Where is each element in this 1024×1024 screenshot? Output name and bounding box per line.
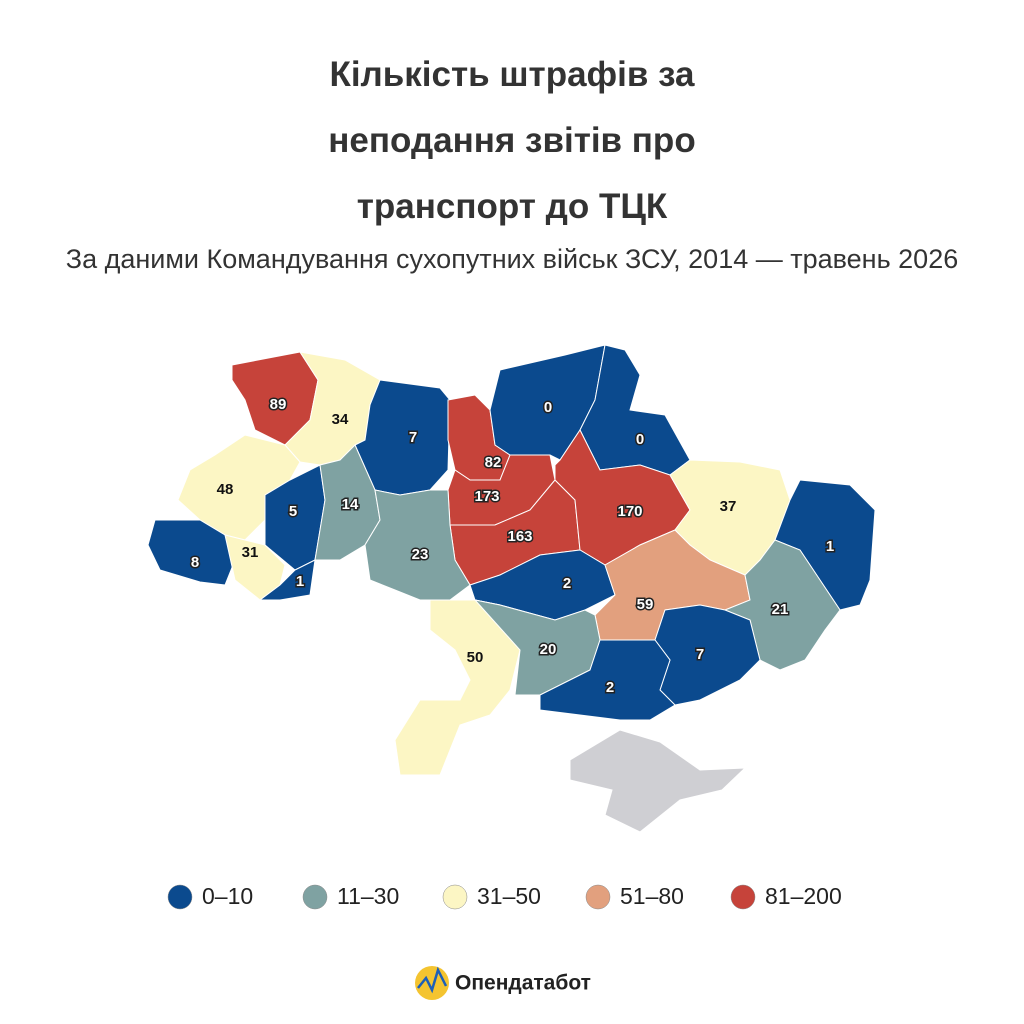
region	[654, 604, 761, 706]
region-value: 2	[606, 679, 614, 696]
legend-swatch	[730, 884, 756, 910]
subtitle: За даними Командування сухопутних військ…	[65, 244, 959, 274]
region-value: 5	[289, 503, 297, 520]
legend-label: 11–30	[337, 883, 399, 909]
region-value: 48	[217, 481, 234, 498]
region-value: 82	[485, 454, 502, 471]
region-value: 1	[826, 538, 834, 555]
region-value: 170	[617, 503, 642, 520]
region-value: 37	[720, 498, 737, 515]
legend-label: 0–10	[202, 883, 253, 909]
region-value: 34	[332, 411, 349, 428]
region-value: 1	[296, 573, 304, 590]
region-value: 89	[270, 396, 287, 413]
legend-swatch	[302, 884, 328, 910]
legend-label: 51–80	[620, 883, 684, 909]
brand: Опендатабот	[455, 972, 591, 995]
region-value: 173	[474, 488, 499, 505]
region-value: 21	[772, 601, 789, 618]
region-value: 20	[540, 641, 557, 658]
region-value: 59	[637, 596, 654, 613]
region-value: 8	[191, 554, 199, 571]
region	[258, 559, 316, 601]
region	[539, 639, 676, 721]
legend-label: 81–200	[765, 883, 842, 909]
region-value: 14	[342, 496, 359, 513]
legend-swatch	[585, 884, 611, 910]
region-value: 0	[544, 399, 552, 416]
region-value: 0	[636, 431, 644, 448]
legend-label: 31–50	[477, 883, 541, 909]
brand-logo-line	[417, 966, 448, 994]
crimea	[569, 729, 747, 833]
title: Кількість штрафів за неподання звітів пр…	[328, 55, 696, 226]
region-value: 163	[507, 528, 532, 545]
legend-swatch	[442, 884, 468, 910]
region-value: 50	[467, 649, 484, 666]
region	[224, 534, 286, 601]
region-value: 31	[242, 544, 259, 561]
region-value: 23	[412, 546, 429, 563]
region-value: 2	[563, 575, 571, 592]
region-value: 7	[696, 646, 704, 663]
region	[147, 519, 236, 586]
region	[364, 489, 471, 601]
legend-swatch	[167, 884, 193, 910]
region-value: 7	[409, 429, 417, 446]
